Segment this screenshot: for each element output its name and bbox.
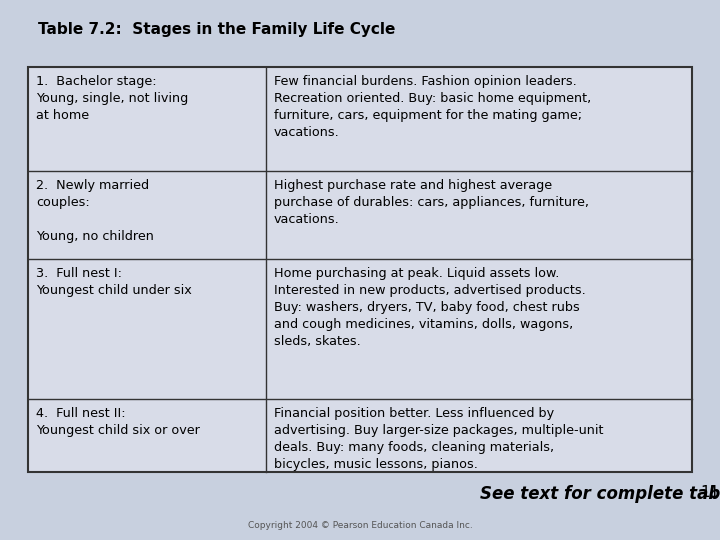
Text: See text for complete table: See text for complete table — [480, 485, 720, 503]
Text: 3.  Full nest I:
Youngest child under six: 3. Full nest I: Youngest child under six — [36, 267, 192, 297]
Text: Table 7.2:  Stages in the Family Life Cycle: Table 7.2: Stages in the Family Life Cyc… — [38, 22, 395, 37]
Text: Home purchasing at peak. Liquid assets low.
Interested in new products, advertis: Home purchasing at peak. Liquid assets l… — [274, 267, 585, 348]
Text: Highest purchase rate and highest average
purchase of durables: cars, appliances: Highest purchase rate and highest averag… — [274, 179, 589, 226]
Text: Copyright 2004 © Pearson Education Canada Inc.: Copyright 2004 © Pearson Education Canad… — [248, 521, 472, 530]
Bar — [28, 67, 692, 472]
Text: Few financial burdens. Fashion opinion leaders.
Recreation oriented. Buy: basic : Few financial burdens. Fashion opinion l… — [274, 75, 591, 139]
Text: Financial position better. Less influenced by
advertising. Buy larger-size packa: Financial position better. Less influenc… — [274, 407, 603, 471]
Text: 1.  Bachelor stage:
Young, single, not living
at home: 1. Bachelor stage: Young, single, not li… — [36, 75, 188, 122]
Text: 2.  Newly married
couples:

Young, no children: 2. Newly married couples: Young, no chil… — [36, 179, 154, 243]
Text: 11: 11 — [700, 485, 719, 500]
Text: 4.  Full nest II:
Youngest child six or over: 4. Full nest II: Youngest child six or o… — [36, 407, 200, 437]
